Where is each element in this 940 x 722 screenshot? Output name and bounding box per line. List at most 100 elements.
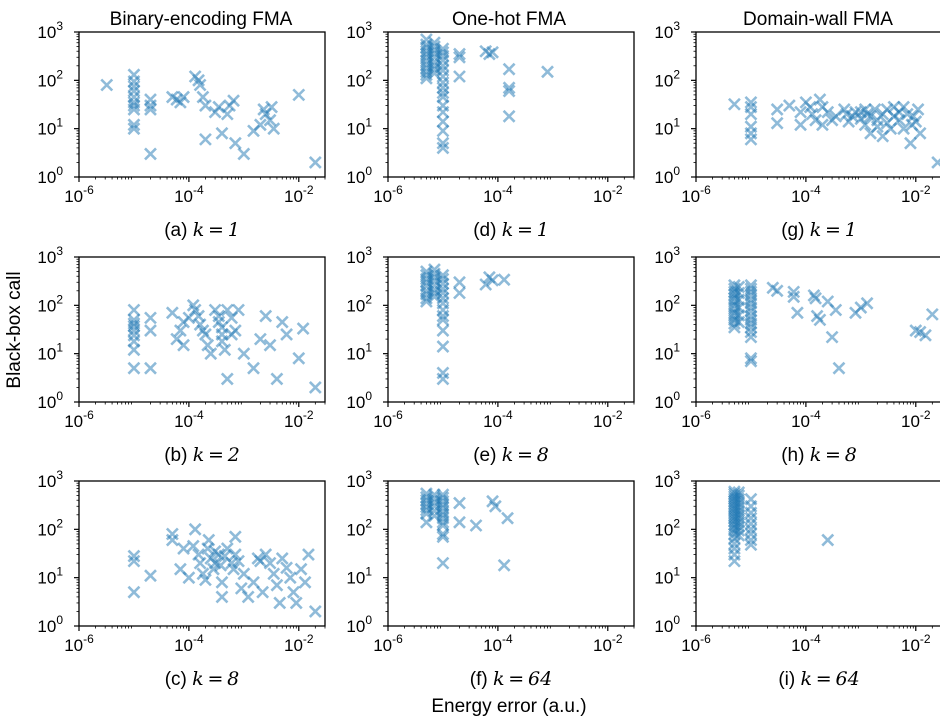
data-point: [744, 330, 758, 344]
panel-caption: (i) k = 64: [778, 668, 859, 690]
x-tick-label: 10-6: [373, 408, 403, 431]
data-point: [127, 585, 141, 599]
data-point: [436, 115, 450, 129]
data-point: [199, 328, 212, 341]
data-point: [436, 309, 450, 323]
data-point: [308, 381, 322, 394]
x-tick-label: 10-4: [174, 632, 204, 655]
data-point: [911, 103, 925, 116]
data-point: [479, 278, 493, 291]
data-point: [220, 372, 234, 386]
column-title-binary: Binary-encoding FMA: [110, 9, 293, 30]
data-point: [215, 334, 229, 348]
data-point: [199, 132, 212, 146]
y-tick-label: 102: [346, 67, 372, 90]
data-point: [436, 291, 450, 305]
data-point: [188, 303, 202, 317]
data-point: [897, 122, 911, 136]
x-tick-label: 10-4: [483, 183, 513, 206]
y-tick-label: 103: [37, 244, 63, 267]
data-point: [292, 351, 306, 365]
data-point: [732, 528, 746, 542]
data-point: [186, 539, 200, 553]
y-tick-label: 100: [346, 613, 372, 636]
data-point: [770, 116, 784, 130]
data-point: [453, 515, 466, 529]
data-point: [497, 558, 511, 572]
data-point: [173, 324, 187, 338]
data-point: [453, 47, 466, 61]
data-point: [144, 324, 157, 338]
data-point: [436, 515, 450, 529]
data-point: [790, 306, 804, 320]
data-point: [816, 118, 829, 132]
data-point: [919, 328, 932, 342]
markers-d: [419, 33, 554, 155]
x-tick-label: 10-2: [901, 632, 931, 655]
y-tick-label: 101: [346, 341, 372, 364]
data-point: [727, 537, 741, 551]
data-point: [794, 105, 807, 119]
y-tick-label: 100: [654, 389, 680, 412]
data-point: [253, 332, 267, 346]
plot-frame: [78, 31, 326, 178]
data-point: [436, 136, 450, 150]
data-point: [298, 575, 312, 589]
x-tick-label: 10-2: [593, 408, 623, 431]
data-point: [270, 578, 284, 592]
markers-g: [727, 93, 940, 169]
x-tick-label: 10-6: [681, 632, 711, 655]
markers-e: [419, 263, 511, 386]
y-axis-label: Black-box call: [4, 271, 25, 388]
data-point: [813, 93, 827, 106]
data-point: [436, 372, 450, 386]
x-tick-label: 10-2: [593, 632, 623, 655]
y-tick-label: 103: [654, 244, 680, 267]
x-tick-label: 10-4: [791, 183, 821, 206]
data-point: [453, 275, 466, 289]
panel-caption: (a) k = 1: [164, 219, 240, 241]
data-point: [127, 324, 141, 338]
markers-h: [727, 278, 939, 375]
data-point: [870, 120, 884, 134]
panel-f: 10-6 10-4 10-2 100 101 102 103 (f) k = 64: [346, 468, 635, 690]
data-point: [127, 343, 141, 357]
x-tick-label: 10-2: [901, 408, 931, 431]
data-point: [744, 506, 758, 520]
data-point: [215, 590, 229, 604]
panel-g: 10-6 10-4 10-2 100 101 102 103 (g) k = 1: [654, 19, 940, 241]
data-point: [287, 585, 300, 599]
x-tick-label: 10-6: [373, 632, 403, 655]
x-tick-label: 10-6: [64, 632, 94, 655]
plot-frame: [387, 256, 635, 403]
data-point: [436, 49, 450, 63]
data-point: [436, 124, 450, 138]
data-point: [144, 147, 157, 161]
y-tick-label: 102: [37, 292, 63, 315]
plot-frame: [387, 480, 635, 627]
data-point: [744, 533, 758, 547]
data-point: [727, 554, 741, 568]
panel-e: 10-6 10-4 10-2 100 101 102 103 (e) k = 8: [346, 244, 635, 466]
data-point: [144, 99, 157, 113]
data-point: [308, 156, 322, 169]
panel-caption: (f) k = 64: [470, 668, 552, 690]
data-point: [436, 313, 450, 327]
data-point: [809, 113, 822, 127]
data-point: [825, 330, 839, 344]
data-point: [502, 84, 516, 98]
panel-caption: (h) k = 8: [781, 444, 857, 466]
data-point: [436, 277, 450, 291]
plot-frame: [695, 31, 940, 178]
data-point: [259, 309, 273, 323]
data-point: [502, 62, 516, 76]
markers-a: [100, 68, 322, 169]
data-point: [931, 156, 940, 169]
data-point: [247, 361, 260, 375]
data-point: [787, 285, 801, 299]
x-tick-label: 10-4: [174, 183, 204, 206]
data-point: [177, 542, 190, 555]
data-point: [744, 354, 758, 368]
data-point: [770, 103, 784, 116]
